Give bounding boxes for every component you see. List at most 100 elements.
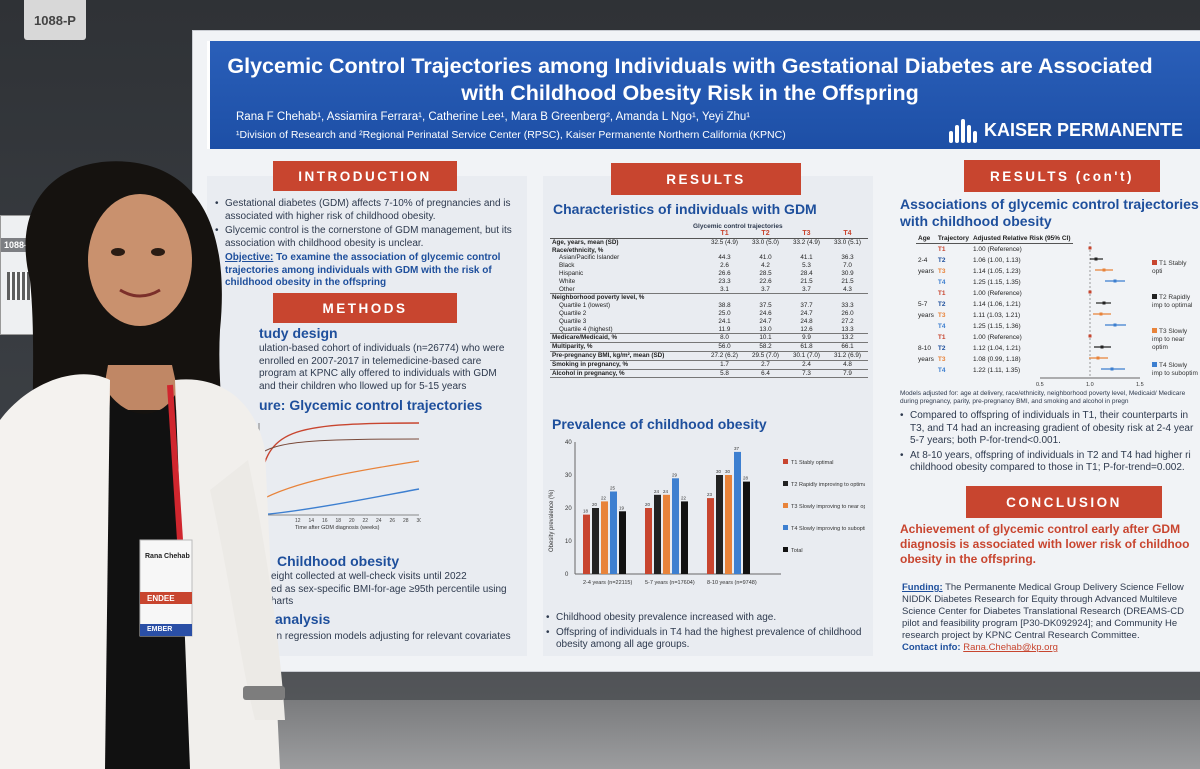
forest-cell <box>916 277 936 288</box>
table-row: Hispanic 26.6 28.5 28.4 30.9 <box>550 270 868 278</box>
table-cell: 33.2 (4.9) <box>793 238 820 246</box>
table-cell: 37.5 <box>759 302 772 310</box>
table-cell: 27.2 (6.2) <box>704 351 746 361</box>
forest-header-cell: Trajectory <box>935 234 971 244</box>
trajectory-tick-label: 28 <box>403 518 409 524</box>
outcome-title: Childhood obesity <box>277 553 400 569</box>
table-cell: 1.7 <box>704 360 746 370</box>
table-cell: Black <box>559 262 575 270</box>
table-cell: 33.3 <box>841 302 854 310</box>
outcome-line: eight collected at well-check visits unt… <box>271 571 467 582</box>
table-column-header <box>550 230 705 239</box>
table-cell <box>704 294 745 302</box>
table-cell: Neighborhood poverty level, % <box>552 294 645 302</box>
table-cell <box>827 247 868 255</box>
table-cell: 7.9 <box>826 369 868 379</box>
legend-swatch <box>1152 260 1157 265</box>
forest-legend-item: T1 Stably opti <box>1152 260 1198 276</box>
face-shape <box>88 194 192 326</box>
bar-value-label: 18 <box>583 509 589 514</box>
bar-value-label: 37 <box>734 446 740 451</box>
forest-row: T4 1.25 (1.15, 1.35) <box>916 277 1073 288</box>
bar-value-label: 20 <box>645 502 651 507</box>
bar <box>734 451 741 574</box>
forest-cell <box>916 365 936 376</box>
table-cell: Smoking in pregnancy, % <box>550 360 705 370</box>
estimate-point <box>1113 279 1117 283</box>
kaiser-logo-text: KAISER PERMANENTE <box>984 119 1184 140</box>
badge-member-text: EMBER <box>147 626 173 633</box>
table-cell: 4.3 <box>826 285 868 295</box>
legend-label: T2 Rapidly imp to optimal <box>1152 294 1193 309</box>
estimate-point <box>1088 334 1092 338</box>
outcome-line: harts <box>271 596 294 607</box>
table-cell: 26.0 <box>841 309 854 317</box>
table-cell: 24.1 <box>718 317 731 325</box>
y-tick-label: 10 <box>565 539 572 545</box>
y-tick-label: 40 <box>565 440 572 446</box>
table-cell: 23.3 <box>718 277 731 285</box>
characteristics-table: T1 T2 T3 T4 Age, years, mean (SD) 32.5 (4.9) 3… <box>550 230 868 379</box>
legend-swatch <box>783 547 788 552</box>
table-cell: 58.2 <box>745 342 786 352</box>
badge-member-ribbon <box>140 624 192 636</box>
forest-header-cell: Age <box>916 234 936 244</box>
forest-row: T1 1.00 (Reference) <box>916 332 1073 343</box>
poster-title: Glycemic Control Trajectories among Indi… <box>227 54 1153 105</box>
results-heading: RESULTS <box>611 163 801 195</box>
table-cell: 56.0 <box>704 342 746 352</box>
contact-email-link[interactable]: Rana.Chehab@kp.org <box>963 642 1058 653</box>
forest-row: years T3 1.08 (0.99, 1.18) <box>916 354 1073 365</box>
table-cell: 7.3 <box>786 369 827 379</box>
estimate-point <box>1096 356 1100 360</box>
prevalence-bullet: Childhood obesity prevalence increased w… <box>546 612 866 625</box>
forest-cell: years <box>918 268 934 275</box>
table-cell: 29.5 (7.0) <box>745 351 786 361</box>
table-cell <box>786 294 827 302</box>
lanyard-shape <box>167 384 183 541</box>
table-cell: 21.5 <box>841 277 854 285</box>
forest-cell: 1.12 (1.04, 1.21) <box>972 345 1021 352</box>
research-poster: Glycemic Control Trajectories among Indi… <box>192 30 1200 672</box>
forest-cell: 1.11 (1.03, 1.21) <box>972 312 1021 319</box>
table-cell: 31.2 (6.9) <box>826 351 868 361</box>
bar-value-label: 24 <box>663 489 669 494</box>
bar-value-label: 23 <box>707 492 713 497</box>
badge-name: Rana Chehab <box>145 553 190 560</box>
forest-cell: 2-4 <box>918 257 928 264</box>
table-row: Medicare/Medicaid, % 8.0 10.1 9.9 13.2 <box>550 333 868 344</box>
forest-cell: 1.08 (0.99, 1.18) <box>972 356 1021 363</box>
table-row: Quartile 1 (lowest) 38.8 37.5 37.7 33.3 <box>550 302 868 310</box>
forest-cell: T1 <box>937 334 946 341</box>
table-cell: 24.6 <box>759 309 772 317</box>
table-cell: 9.9 <box>786 333 827 344</box>
funding-text: The Permanente Medical Group Delivery Sc… <box>902 582 1184 641</box>
table-cell: 66.1 <box>826 342 868 352</box>
table-row: Age, years, mean (SD) 32.5 (4.9) 33.0 (5.0… <box>550 238 868 246</box>
characteristics-title: Characteristics of individuals with GDM <box>553 201 817 217</box>
results-cont-bullet: At 8-10 years, offspring of individuals … <box>900 450 1200 475</box>
bar <box>654 494 661 574</box>
legend-swatch <box>1152 294 1157 299</box>
table-cell: 28.5 <box>759 269 772 277</box>
table-cell: 37.7 <box>800 302 813 310</box>
legend-label: T3 Slowly imp to near optim <box>1152 328 1188 351</box>
table-row: Multiparity, % 56.0 58.2 61.8 66.1 <box>550 342 868 352</box>
category-label: 5-7 years (n=17604) <box>645 580 695 586</box>
trajectory-tick-label: 18 <box>336 518 342 524</box>
y-tick-label: 30 <box>565 473 572 479</box>
intro-bullet: Gestational diabetes (GDM) affects 7-10%… <box>215 198 515 223</box>
legend-label: T1 Stably opti <box>1152 260 1187 275</box>
bar-value-label: 22 <box>681 495 687 500</box>
forest-cell: T4 <box>937 323 946 330</box>
forest-cell: 1.25 (1.15, 1.36) <box>972 323 1021 330</box>
table-cell: Quartile 2 <box>559 309 587 317</box>
trajectory-line-t2 <box>258 438 420 456</box>
contact-label: Contact info: <box>902 642 961 653</box>
forest-footnote: Models adjusted for: age at delivery, ra… <box>900 390 1186 405</box>
bar <box>716 475 723 574</box>
bar <box>583 514 590 574</box>
estimate-point <box>1099 312 1103 316</box>
table-caption: Glycemic control trajectories <box>693 223 783 230</box>
outcome-text: eight collected at well-check visits unt… <box>271 571 511 609</box>
